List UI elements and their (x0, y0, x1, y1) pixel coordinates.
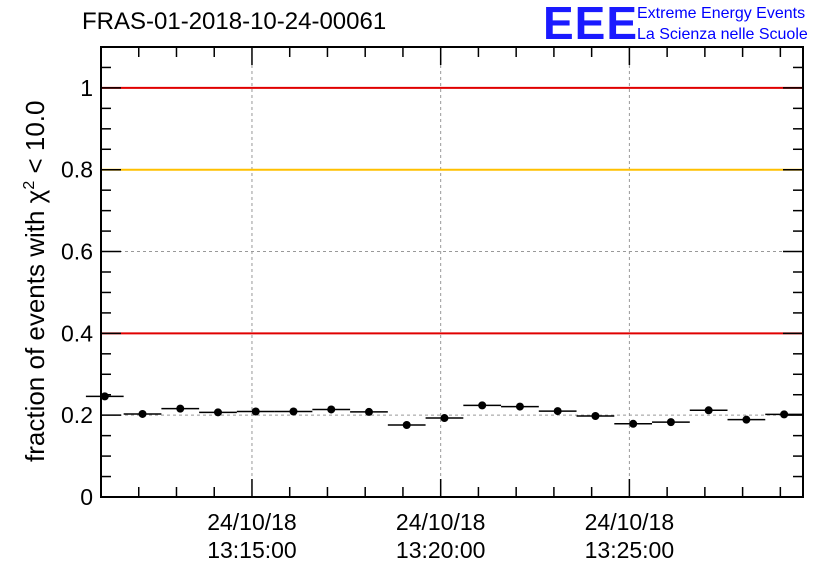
data-point (364, 407, 373, 416)
data-point (629, 419, 638, 428)
data-point (478, 401, 487, 410)
y-tick-label: 0.4 (61, 320, 93, 346)
x-tick-label-time: 13:25:00 (585, 537, 675, 563)
plot-frame (100, 46, 804, 498)
x-tick-label-time: 13:15:00 (207, 537, 297, 563)
y-tick-labels: 0 0.2 0.4 0.6 0.8 1 (61, 75, 93, 510)
data-point (176, 404, 185, 413)
data-point (138, 409, 147, 418)
y-tick-label: 0.8 (61, 157, 93, 183)
data-point (704, 406, 713, 415)
grid (101, 47, 803, 497)
y-tick-label: 1 (80, 75, 93, 101)
y-tick-label: 0 (80, 484, 93, 510)
y-tick-label: 0.6 (61, 239, 93, 265)
data-point (100, 392, 109, 401)
x-tick-label-time: 13:20:00 (396, 537, 486, 563)
x-tick-labels: 24/10/1813:15:0024/10/1813:20:0024/10/18… (207, 509, 674, 563)
axis-ticks (100, 46, 803, 498)
eee-logo-mark: EEE (543, 0, 639, 49)
x-tick-label-date: 24/10/18 (585, 509, 675, 535)
x-tick-label-date: 24/10/18 (207, 509, 297, 535)
data-point (289, 407, 298, 416)
logo-text-line2: La Scienza nelle Scuole (637, 26, 808, 43)
data-point (214, 408, 222, 417)
data-points (85, 392, 803, 429)
data-point (742, 415, 751, 424)
data-point (553, 407, 562, 416)
chart-title: FRAS-01-2018-10-24-00061 (82, 8, 387, 35)
data-point (402, 421, 411, 429)
eee-logo: EEE Extreme Energy Events La Scienza nel… (543, 0, 833, 49)
data-point (327, 405, 336, 414)
data-point (666, 418, 675, 427)
x-tick-label-date: 24/10/18 (396, 509, 486, 535)
data-point (780, 410, 789, 419)
data-point (591, 412, 600, 420)
logo-text-line1: Extreme Energy Events (637, 5, 806, 22)
data-point (515, 402, 524, 411)
data-point (251, 407, 260, 416)
data-point (440, 414, 449, 423)
y-axis-title: fraction of events with χ2 < 10.0 (20, 101, 50, 462)
y-tick-label: 0.2 (61, 402, 93, 428)
reference-lines (101, 86, 803, 335)
